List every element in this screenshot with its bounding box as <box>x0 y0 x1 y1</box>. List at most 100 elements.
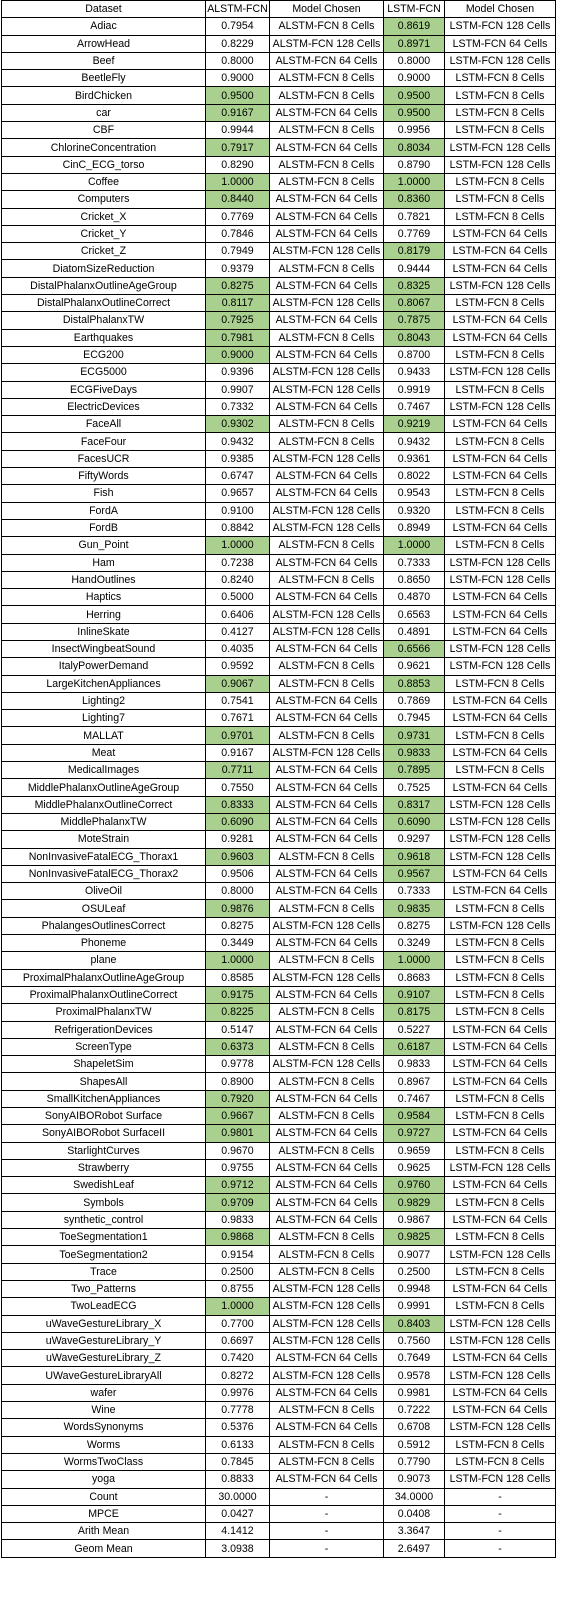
lstm-fcn-accuracy-cell: 0.9829 <box>383 1193 445 1212</box>
table-row: Geom Mean 3.0938-2.6497- <box>1 1539 556 1558</box>
dataset-cell: Cricket_X <box>1 207 206 226</box>
lstm-fcn-accuracy-cell: 0.8317 <box>383 795 445 814</box>
lstm-model-chosen-cell: LSTM-FCN 8 Cells <box>444 899 556 918</box>
dataset-cell: SwedishLeaf <box>1 1176 206 1195</box>
dataset-cell: ToeSegmentation2 <box>1 1245 206 1264</box>
table-row: ECG5000 0.9396 ALSTM-FCN 128 Cells 0.9433 LS… <box>1 363 556 382</box>
lstm-model-chosen-cell: LSTM-FCN 8 Cells <box>444 1228 556 1247</box>
alstm-model-chosen-cell: ALSTM-FCN 8 Cells <box>269 1072 384 1091</box>
dataset-cell: InlineSkate <box>1 622 206 641</box>
lstm-fcn-accuracy-cell: 0.9659 <box>383 1141 445 1160</box>
lstm-fcn-accuracy-cell: 0.8043 <box>383 328 445 347</box>
lstm-model-chosen-cell: LSTM-FCN 64 Cells <box>444 1072 556 1091</box>
table-row: OSULeaf 0.9876 ALSTM-FCN 8 Cells 0.9835 LSTM… <box>1 899 556 918</box>
table-row: car 0.9167 ALSTM-FCN 64 Cells 0.9500 LSTM-FC… <box>1 103 556 123</box>
lstm-model-chosen-cell: LSTM-FCN 8 Cells <box>444 207 556 226</box>
table-row: Coffee 1.0000 ALSTM-FCN 8 Cells 1.0000 LSTM-… <box>1 172 556 192</box>
lstm-model-chosen-cell: LSTM-FCN 64 Cells <box>444 778 556 797</box>
alstm-fcn-accuracy-cell: 0.4127 <box>205 622 270 641</box>
alstm-model-chosen-cell: ALSTM-FCN 8 Cells <box>269 155 384 174</box>
lstm-fcn-accuracy-cell: 0.9727 <box>383 1124 445 1143</box>
alstm-fcn-accuracy-cell: 0.6747 <box>205 467 270 486</box>
dataset-cell: HandOutlines <box>1 570 206 590</box>
lstm-model-chosen-cell: LSTM-FCN 128 Cells <box>444 397 556 417</box>
alstm-model-chosen-cell: ALSTM-FCN 64 Cells <box>269 691 384 711</box>
dataset-cell: FordA <box>1 501 206 520</box>
dataset-cell: Worms <box>1 1435 206 1454</box>
alstm-fcn-accuracy-cell: 0.9876 <box>205 899 270 918</box>
dataset-cell: FaceAll <box>1 415 206 434</box>
dataset-cell: FacesUCR <box>1 449 206 469</box>
table-row: wafer 0.9976 ALSTM-FCN 64 Cells 0.9981 LSTM-… <box>1 1383 556 1403</box>
alstm-model-chosen-cell: ALSTM-FCN 8 Cells <box>269 69 384 88</box>
table-row: Trace 0.2500 ALSTM-FCN 8 Cells 0.2500 LSTM-F… <box>1 1262 556 1281</box>
lstm-fcn-accuracy-cell: 0.6566 <box>383 639 445 659</box>
table-row: BirdChicken 0.9500 ALSTM-FCN 8 Cells 0.9500… <box>1 86 556 105</box>
alstm-fcn-accuracy-cell: 0.8833 <box>205 1470 270 1489</box>
alstm-fcn-accuracy-cell: 0.8117 <box>205 294 270 313</box>
table-row: InlineSkate 0.4127 ALSTM-FCN 128 Cells 0.48… <box>1 622 556 641</box>
lstm-fcn-accuracy-cell: 0.8175 <box>383 1003 445 1022</box>
alstm-fcn-accuracy-cell: 0.8842 <box>205 518 270 538</box>
dataset-cell: Cricket_Z <box>1 242 206 261</box>
table-row: ItalyPowerDemand 0.9592 ALSTM-FCN 8 Cells 0… <box>1 657 556 676</box>
dataset-cell: TwoLeadECG <box>1 1297 206 1316</box>
dataset-cell: Meat <box>1 743 206 763</box>
lstm-model-chosen-cell: LSTM-FCN 128 Cells <box>444 1158 556 1178</box>
lstm-model-chosen-cell: LSTM-FCN 64 Cells <box>444 605 556 624</box>
lstm-fcn-accuracy-cell: 0.9219 <box>383 415 445 434</box>
lstm-model-chosen-cell: LSTM-FCN 8 Cells <box>444 726 556 745</box>
alstm-fcn-accuracy-cell: 0.7769 <box>205 207 270 226</box>
lstm-fcn-accuracy-cell: 0.7560 <box>383 1331 445 1351</box>
header-dataset: Dataset <box>1 0 206 19</box>
lstm-fcn-accuracy-cell: 34.0000 <box>383 1487 445 1506</box>
dataset-cell: Earthquakes <box>1 328 206 347</box>
lstm-fcn-accuracy-cell: 0.4870 <box>383 588 445 607</box>
lstm-fcn-accuracy-cell: 0.8179 <box>383 242 445 261</box>
lstm-fcn-accuracy-cell: 0.9444 <box>383 259 445 278</box>
lstm-fcn-accuracy-cell: 0.7525 <box>383 778 445 797</box>
lstm-fcn-accuracy-cell: 0.9432 <box>383 432 445 451</box>
alstm-model-chosen-cell: ALSTM-FCN 64 Cells <box>269 224 384 244</box>
alstm-model-chosen-cell: ALSTM-FCN 64 Cells <box>269 1176 384 1195</box>
alstm-model-chosen-cell: ALSTM-FCN 64 Cells <box>269 397 384 417</box>
alstm-model-chosen-cell: ALSTM-FCN 128 Cells <box>269 743 384 763</box>
table-row: Strawberry 0.9755 ALSTM-FCN 64 Cells 0.9625… <box>1 1158 556 1178</box>
lstm-fcn-accuracy-cell: 0.8700 <box>383 345 445 365</box>
lstm-fcn-accuracy-cell: 0.7222 <box>383 1401 445 1420</box>
table-row: ECGFiveDays 0.9907 ALSTM-FCN 128 Cells 0.99… <box>1 380 556 399</box>
dataset-cell: Geom Mean <box>1 1539 206 1558</box>
dataset-cell: MiddlePhalanxTW <box>1 812 206 832</box>
table-row: DistalPhalanxTW 0.7925 ALSTM-FCN 64 Cells 0… <box>1 311 556 330</box>
dataset-cell: Beef <box>1 51 206 71</box>
lstm-model-chosen-cell: LSTM-FCN 8 Cells <box>444 86 556 105</box>
table-row: MoteStrain 0.9281 ALSTM-FCN 64 Cells 0.9297… <box>1 830 556 849</box>
dataset-cell: Symbols <box>1 1193 206 1212</box>
table-row: MiddlePhalanxOutlineAgeGroup 0.7550 ALSTM-… <box>1 778 556 797</box>
table-row: DistalPhalanxOutlineCorrect 0.8117 ALSTM-F… <box>1 294 556 313</box>
alstm-model-chosen-cell: ALSTM-FCN 128 Cells <box>269 1331 384 1351</box>
lstm-fcn-accuracy-cell: 0.9833 <box>383 1055 445 1074</box>
lstm-fcn-accuracy-cell: 0.9956 <box>383 121 445 140</box>
alstm-fcn-accuracy-cell: 0.9396 <box>205 363 270 382</box>
dataset-cell: ScreenType <box>1 1037 206 1057</box>
lstm-model-chosen-cell: LSTM-FCN 128 Cells <box>444 553 556 572</box>
dataset-cell: ShapesAll <box>1 1072 206 1091</box>
lstm-fcn-accuracy-cell: 0.6090 <box>383 812 445 832</box>
alstm-fcn-accuracy-cell: 0.7541 <box>205 691 270 711</box>
alstm-model-chosen-cell: ALSTM-FCN 128 Cells <box>269 242 384 261</box>
alstm-model-chosen-cell: ALSTM-FCN 64 Cells <box>269 484 384 503</box>
lstm-fcn-accuracy-cell: 0.3249 <box>383 934 445 953</box>
dataset-cell: BeetleFly <box>1 69 206 88</box>
alstm-fcn-accuracy-cell: 0.9603 <box>205 847 270 866</box>
lstm-fcn-accuracy-cell: 0.8000 <box>383 51 445 71</box>
alstm-model-chosen-cell: ALSTM-FCN 64 Cells <box>269 1158 384 1178</box>
alstm-fcn-accuracy-cell: 0.7949 <box>205 242 270 261</box>
alstm-fcn-accuracy-cell: 0.5376 <box>205 1418 270 1437</box>
dataset-cell: NonInvasiveFatalECG_Thorax2 <box>1 864 206 884</box>
alstm-fcn-accuracy-cell: 0.8000 <box>205 51 270 71</box>
table-row: TwoLeadECG 1.0000 ALSTM-FCN 128 Cells 0.999… <box>1 1297 556 1316</box>
lstm-fcn-accuracy-cell: 1.0000 <box>383 951 445 970</box>
lstm-model-chosen-cell: LSTM-FCN 128 Cells <box>444 847 556 866</box>
table-row: Count 30.0000-34.0000- <box>1 1487 556 1506</box>
